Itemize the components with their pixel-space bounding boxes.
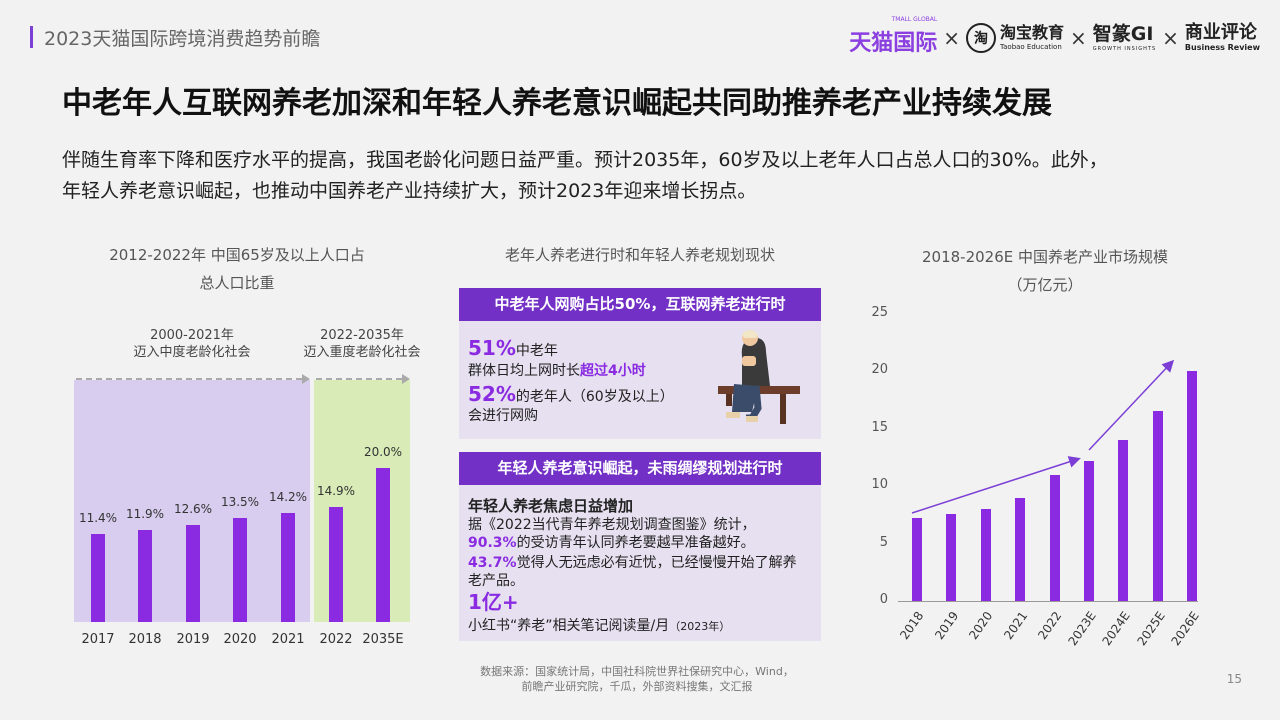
chart-bar xyxy=(186,524,200,622)
intro-line: 年轻人养老意识崛起，也推动中国养老产业持续扩大，预计2023年迎来增长拐点。 xyxy=(62,180,757,202)
chart-bar xyxy=(1015,497,1026,601)
phase-label-severe: 2022-2035年 迈入重度老龄化社会 xyxy=(303,328,421,360)
category-label: 2020 xyxy=(223,632,257,647)
bar-value-label: 11.9% xyxy=(125,507,165,522)
category-label: 2019 xyxy=(176,632,210,647)
chart-bar xyxy=(1084,460,1094,601)
stat-online-time-detail: 群体日均上网时长超过4小时 xyxy=(468,363,646,379)
youth-stat-learning: 43.7%觉得人无远虑必有近忧，已经慢慢开始了解养 xyxy=(468,555,797,571)
bar-value-label: 13.5% xyxy=(220,495,260,510)
times-icon: × xyxy=(943,26,960,50)
youth-anxiety-heading: 年轻人养老焦虑日益增加 xyxy=(468,497,634,515)
category-label: 2022 xyxy=(319,632,353,647)
youth-planning-box xyxy=(459,485,821,641)
category-label: 2022 xyxy=(1035,608,1065,643)
chart-bar xyxy=(281,512,295,622)
stat-online-time: 51%中老年 xyxy=(468,336,558,360)
x-axis-line xyxy=(898,601,1198,602)
category-label: 2025E xyxy=(1134,608,1168,649)
phase-arrow-line xyxy=(76,378,302,380)
category-label: 2018 xyxy=(897,608,927,643)
phase-label-moderate: 2000-2021年 迈入中度老龄化社会 xyxy=(133,328,251,360)
chart-bar xyxy=(233,518,247,622)
chart-bar xyxy=(329,507,343,622)
category-label: 2019 xyxy=(932,608,962,643)
taobao-mark-icon: 淘 xyxy=(966,23,996,53)
zhizhuan-logo: 智篆GI GROWTH INSIGHTS xyxy=(1092,22,1157,52)
xiaohongshu-readership-label: 小红书“养老”相关笔记阅读量/月（2023年） xyxy=(468,618,731,634)
times-icon: × xyxy=(1070,26,1087,50)
y-tick-label: 25 xyxy=(871,304,888,320)
category-label: 2021 xyxy=(271,632,305,647)
youth-stat-learning-cont: 老产品。 xyxy=(468,573,524,589)
y-tick-label: 20 xyxy=(871,362,888,377)
taobao-education-logo: 淘 淘宝教育 Taobao Education xyxy=(966,23,1064,53)
youth-planning-banner: 年轻人养老意识崛起，未雨绸缪规划进行时 xyxy=(459,452,821,485)
y-tick-label: 15 xyxy=(871,419,888,435)
chart-bar xyxy=(1187,371,1198,601)
category-label: 2026E xyxy=(1168,608,1202,649)
chart-bar xyxy=(91,534,105,622)
main-title: 中老年人互联网养老加深和年轻人养老意识崛起共同助推养老产业持续发展 xyxy=(62,86,1052,121)
chart-bar xyxy=(1049,474,1060,601)
intro-paragraph: 伴随生育率下降和医疗水平的提高，我国老龄化问题日益严重。预计2035年，60岁及… xyxy=(62,145,1232,207)
chart-bar xyxy=(1118,440,1129,601)
middle-panel-title: 老年人养老进行时和年轻人养老规划现状 xyxy=(504,246,775,264)
bar-value-label: 14.9% xyxy=(316,484,356,499)
phase-arrow-line xyxy=(316,378,402,380)
category-label: 2018 xyxy=(128,632,162,647)
category-label: 2021 xyxy=(1000,608,1030,643)
y-tick-label: 5 xyxy=(879,534,888,550)
intro-line: 伴随生育率下降和医疗水平的提高，我国老龄化问题日益严重。预计2035年，60岁及… xyxy=(62,149,1108,171)
chart-bar xyxy=(946,513,957,601)
elderly-man-phone-illustration xyxy=(718,330,800,424)
arrow-right-icon xyxy=(302,374,310,384)
stat-online-shopping: 52%的老年人（60岁及以上） xyxy=(468,382,674,406)
header-accent-bar xyxy=(30,26,33,48)
bar-value-label: 14.2% xyxy=(268,489,308,504)
left-chart-title: 2012-2022年 中国65岁及以上人口占 总人口比重 xyxy=(109,246,365,292)
bar-value-label: 12.6% xyxy=(173,501,213,516)
page-number: 15 xyxy=(1226,672,1242,686)
xiaohongshu-readership-value: 1亿+ xyxy=(468,590,519,614)
online-elderly-banner: 中老年人网购占比50%，互联网养老进行时 xyxy=(459,288,821,321)
y-tick-label: 0 xyxy=(879,592,888,607)
chart-bar xyxy=(912,518,922,601)
arrow-right-icon xyxy=(402,374,410,384)
bar-value-label: 11.4% xyxy=(78,511,118,526)
tmall-global-logo: TMALL GLOBAL 天猫国际 xyxy=(849,16,938,56)
partner-logos: TMALL GLOBAL 天猫国际 × 淘 淘宝教育 Taobao Educat… xyxy=(849,16,1260,58)
youth-stat-prepare: 90.3%的受访青年认同养老要越早准备越好。 xyxy=(468,535,755,551)
stat-online-shopping-detail: 会进行网购 xyxy=(468,408,538,424)
right-chart-title: 2018-2026E 中国养老产业市场规模 （万亿元） xyxy=(921,248,1168,294)
chart-bar xyxy=(376,468,390,622)
chart-bar xyxy=(138,530,152,622)
category-label: 2017 xyxy=(81,632,115,647)
report-title: 2023天猫国际跨境消费趋势前瞻 xyxy=(44,28,321,50)
data-source-note: 数据来源：国家统计局，中国社科院世界社保研究中心，Wind， 前瞻产业研究院，千… xyxy=(480,665,794,693)
chart-bar xyxy=(1152,411,1163,601)
category-label: 2024E xyxy=(1099,608,1134,649)
youth-survey-source: 据《2022当代青年养老规划调查图鉴》统计， xyxy=(468,517,756,533)
chart-bar xyxy=(980,509,991,601)
times-icon: × xyxy=(1162,26,1179,50)
bar-value-label: 20.0% xyxy=(363,445,403,459)
category-label: 2035E xyxy=(362,632,404,647)
category-label: 2020 xyxy=(966,608,996,643)
business-review-logo: 商业评论 Business Review xyxy=(1184,22,1260,52)
y-tick-label: 10 xyxy=(871,477,888,492)
category-label: 2023E xyxy=(1065,608,1099,649)
